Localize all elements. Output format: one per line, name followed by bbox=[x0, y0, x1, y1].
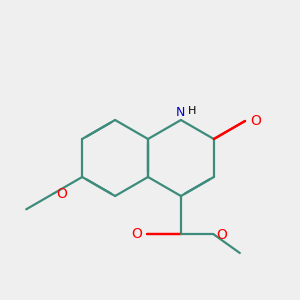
Text: O: O bbox=[56, 187, 67, 201]
Text: O: O bbox=[131, 227, 142, 241]
Text: O: O bbox=[216, 228, 227, 242]
Text: H: H bbox=[188, 106, 196, 116]
Text: O: O bbox=[250, 114, 261, 128]
Text: N: N bbox=[176, 106, 186, 119]
